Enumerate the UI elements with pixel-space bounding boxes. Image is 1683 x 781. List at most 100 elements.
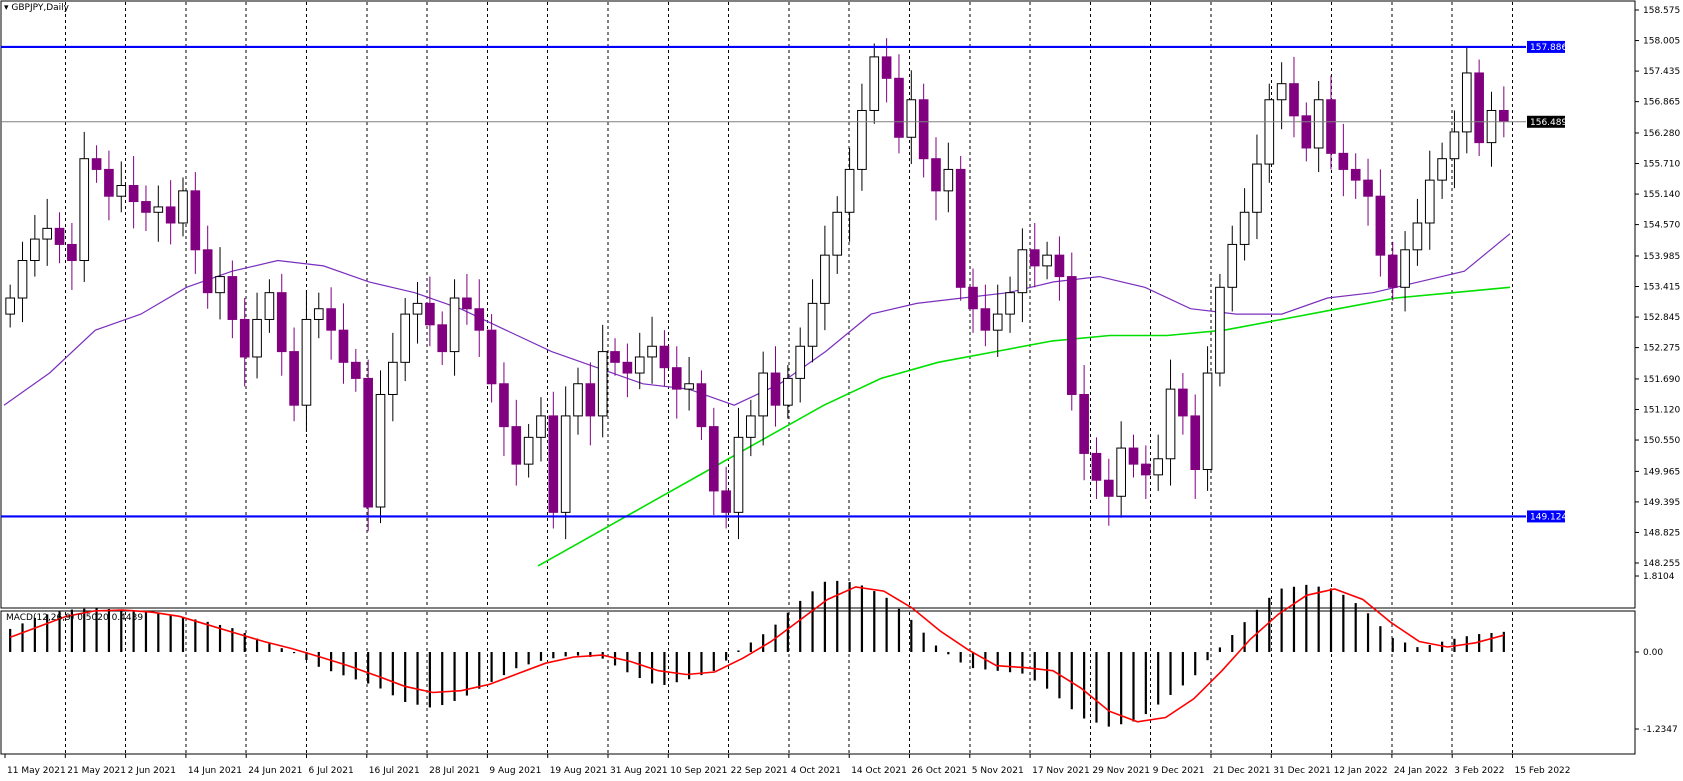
candle-body (622, 361, 633, 374)
x-tick-label: 9 Dec 2021 (1153, 766, 1205, 776)
ma-short-line (3, 233, 1511, 406)
candle-body (992, 313, 1003, 331)
candle-body (313, 308, 324, 320)
y-tick-label: 156.865 (1643, 98, 1680, 108)
candle-body (770, 372, 781, 406)
candle-body (116, 184, 127, 197)
candle-body (832, 211, 843, 256)
candle-body (671, 367, 682, 390)
y-tick-label: 155.140 (1643, 190, 1680, 200)
level-price-label: 157.886 (1530, 43, 1567, 53)
macd-signal-line (9, 586, 1505, 723)
candle-body (783, 377, 793, 406)
x-tick-label: 5 Nov 2021 (972, 766, 1024, 776)
candle-body (881, 56, 892, 79)
x-tick-label: 19 Aug 2021 (550, 766, 608, 776)
candle-body (1326, 99, 1336, 154)
candle-body (1227, 243, 1238, 288)
x-tick-label: 21 May 2021 (67, 766, 126, 776)
candle-body (1153, 458, 1164, 476)
candle-body (239, 318, 250, 358)
candle-body (511, 426, 522, 465)
y-tick-label: 151.690 (1643, 375, 1680, 385)
x-tick-label: 14 Oct 2021 (851, 766, 907, 776)
candle-body (721, 490, 731, 513)
candle-body (1042, 254, 1052, 267)
current-price-tag (1527, 115, 1565, 128)
candle-body (326, 308, 336, 331)
y-tick-label: 153.415 (1643, 283, 1680, 293)
candle-body (1400, 249, 1410, 288)
candle-body (1005, 292, 1015, 315)
level-price-tag (1527, 510, 1565, 523)
candle-body (1461, 72, 1472, 133)
y-tick-label: 157.435 (1643, 67, 1680, 77)
candle-body (708, 426, 719, 492)
x-tick-label: 9 Aug 2021 (489, 766, 541, 776)
candle-body (1252, 163, 1262, 213)
candle-body (1178, 388, 1188, 417)
x-tick-label: 29 Nov 2021 (1092, 766, 1150, 776)
x-tick-label: 6 Jul 2021 (309, 766, 354, 776)
candle-body (30, 238, 40, 262)
candle-body (104, 168, 114, 197)
candle-body (523, 436, 534, 465)
candle-body (1079, 393, 1089, 454)
candle-body (1128, 447, 1139, 465)
candle-body (1017, 249, 1028, 294)
x-tick-label: 4 Oct 2021 (791, 766, 841, 776)
menu-triangle-icon[interactable]: ▾ (4, 3, 9, 13)
candle-body (1375, 195, 1386, 256)
y-tick-label: 156.280 (1643, 129, 1680, 139)
x-tick-label: 16 Jul 2021 (369, 766, 420, 776)
x-tick-label: 17 Nov 2021 (1032, 766, 1090, 776)
x-tick-label: 21 Dec 2021 (1213, 766, 1271, 776)
symbol-timeframe: GBPJPY,Daily (11, 3, 69, 13)
candle-body (968, 286, 978, 310)
macd-y-tick-label: 0.00 (1643, 648, 1663, 658)
candle-body (276, 292, 287, 353)
candle-body (1387, 254, 1398, 288)
y-tick-label: 148.825 (1643, 528, 1680, 538)
candle-body (338, 329, 349, 363)
candle-body (141, 201, 151, 213)
candle-body (733, 436, 744, 513)
candle-body (474, 308, 485, 331)
candle-body (1338, 152, 1349, 170)
main-panel-frame (0, 0, 1636, 609)
candle-body (857, 109, 867, 170)
candle-body (1276, 83, 1287, 101)
current-price-label: 156.489 (1530, 118, 1567, 128)
candle-body (610, 351, 620, 363)
candle-body (844, 168, 855, 213)
candle-body (1103, 479, 1114, 497)
y-tick-label: 149.395 (1643, 498, 1680, 508)
x-tick-label: 31 Dec 2021 (1273, 766, 1331, 776)
candle-body (437, 324, 448, 353)
candle-body (67, 243, 77, 262)
y-tick-label: 152.845 (1643, 313, 1680, 323)
x-tick-label: 15 Feb 2022 (1515, 766, 1571, 776)
candle-body (165, 206, 176, 224)
macd-label: MACD(12,26,9) 0.5020 0.4439 (6, 613, 144, 623)
candle-body (1289, 83, 1299, 117)
x-tick-label: 12 Jan 2022 (1334, 766, 1388, 776)
x-tick-label: 31 Aug 2021 (610, 766, 668, 776)
y-tick-label: 155.710 (1643, 160, 1680, 170)
x-tick-label: 22 Sep 2021 (731, 766, 788, 776)
candle-body (634, 356, 645, 374)
candle-body (178, 190, 188, 224)
candle-body (1165, 388, 1176, 460)
y-tick-label: 153.985 (1643, 252, 1680, 262)
candle-body (128, 184, 139, 203)
candle-body (1313, 99, 1324, 149)
x-tick-label: 14 Jun 2021 (188, 766, 242, 776)
y-tick-label: 149.965 (1643, 467, 1680, 477)
candle-body (400, 313, 411, 363)
candle-body (573, 383, 583, 417)
candle-body (91, 158, 102, 170)
y-tick-label: 150.550 (1643, 436, 1680, 446)
candle-body (684, 383, 694, 390)
candle-body (1437, 158, 1447, 181)
